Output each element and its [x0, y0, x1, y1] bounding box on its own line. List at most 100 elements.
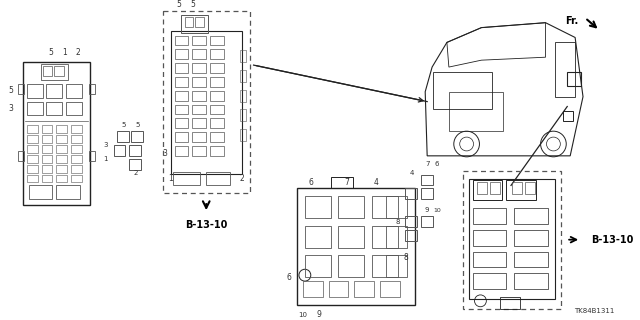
Bar [47, 84, 62, 98]
Bar [129, 159, 141, 170]
Bar [27, 175, 38, 182]
Bar [118, 131, 129, 142]
Text: 5: 5 [121, 122, 125, 128]
Bar [42, 125, 52, 133]
Bar [193, 77, 206, 87]
Bar [339, 255, 364, 277]
Bar [27, 84, 42, 98]
Bar [206, 172, 230, 185]
Bar [477, 182, 487, 194]
Text: 9: 9 [316, 310, 321, 319]
Bar [240, 70, 246, 82]
Bar [171, 31, 242, 173]
Bar [240, 109, 246, 121]
Bar [372, 255, 397, 277]
Bar [386, 226, 408, 248]
Bar [42, 66, 52, 76]
Bar [193, 132, 206, 142]
Bar [210, 77, 224, 87]
Bar [27, 135, 38, 143]
Text: 5: 5 [176, 0, 181, 9]
Text: 6: 6 [308, 178, 313, 187]
Bar [42, 175, 52, 182]
Text: 5: 5 [48, 48, 53, 57]
Text: 6: 6 [435, 161, 439, 167]
Bar [421, 216, 433, 227]
Text: 1: 1 [168, 174, 173, 183]
Bar [42, 165, 52, 172]
Bar [175, 63, 189, 73]
Bar [40, 64, 68, 80]
Bar [163, 11, 250, 193]
Bar [175, 132, 189, 142]
Bar [380, 281, 399, 297]
Text: 2: 2 [133, 170, 138, 176]
Text: 10: 10 [298, 312, 307, 318]
Text: 5: 5 [8, 86, 13, 95]
Bar [372, 226, 397, 248]
Bar [193, 36, 206, 45]
Text: 1: 1 [62, 48, 67, 57]
Bar [406, 216, 417, 227]
Bar [472, 230, 506, 245]
Text: 2: 2 [239, 174, 244, 183]
Bar [89, 84, 95, 94]
Bar [406, 188, 417, 199]
Bar [56, 175, 67, 182]
Bar [406, 230, 417, 241]
Bar [27, 145, 38, 153]
Bar [305, 196, 330, 218]
Bar [56, 155, 67, 163]
Bar [512, 182, 522, 194]
Bar [71, 165, 82, 172]
Bar [175, 77, 189, 87]
Bar [463, 171, 561, 309]
Bar [525, 182, 534, 194]
Bar [305, 255, 330, 277]
Text: TK84B1311: TK84B1311 [574, 308, 614, 314]
Bar [556, 43, 575, 97]
Bar [210, 63, 224, 73]
Bar [421, 188, 433, 199]
Bar [175, 36, 189, 45]
Bar [42, 135, 52, 143]
Text: 6: 6 [287, 273, 292, 282]
Bar [193, 146, 206, 156]
Bar [175, 146, 189, 156]
Text: 2: 2 [76, 48, 81, 57]
Bar [421, 175, 433, 185]
Bar [54, 66, 64, 76]
Bar [27, 165, 38, 172]
Bar [29, 185, 52, 199]
Bar [193, 105, 206, 115]
Bar [472, 273, 506, 289]
Bar [372, 196, 397, 218]
Bar [514, 230, 547, 245]
Bar [56, 135, 67, 143]
Bar [56, 125, 67, 133]
Bar [210, 91, 224, 100]
Bar [332, 177, 353, 188]
Text: 9: 9 [425, 207, 429, 213]
Bar [27, 155, 38, 163]
Text: 8: 8 [396, 219, 400, 225]
Bar [23, 62, 90, 205]
Bar [71, 135, 82, 143]
Bar [472, 208, 506, 224]
Bar [56, 145, 67, 153]
Bar [56, 165, 67, 172]
Bar [500, 297, 520, 309]
Bar [71, 155, 82, 163]
Bar [567, 72, 581, 86]
Bar [386, 255, 408, 277]
Bar [71, 175, 82, 182]
Bar [506, 180, 536, 200]
Text: 7: 7 [344, 178, 349, 187]
Bar [193, 91, 206, 100]
Bar [184, 17, 193, 27]
Bar [563, 111, 573, 121]
Bar [514, 252, 547, 267]
Bar [175, 49, 189, 59]
Bar [66, 101, 82, 116]
Bar [433, 72, 492, 109]
